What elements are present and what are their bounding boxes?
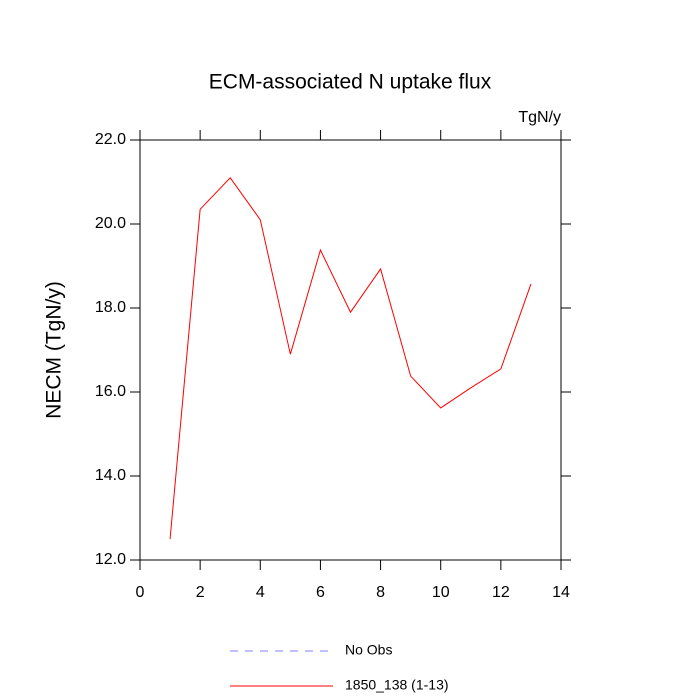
x-tick-label: 6 (316, 584, 325, 601)
x-tick-label: 4 (256, 584, 265, 601)
x-tick-label: 8 (376, 584, 385, 601)
y-tick-label: 22.0 (95, 131, 126, 148)
y-tick-label: 18.0 (95, 299, 126, 316)
y-axis-label: NECM (TgN/y) (43, 281, 66, 419)
y-tick-label: 12.0 (95, 551, 126, 568)
plot-frame (139, 139, 562, 561)
x-tick-label: 10 (432, 584, 450, 601)
x-tick-label: 14 (552, 584, 570, 601)
legend-label: No Obs (345, 642, 392, 658)
data-line (169, 177, 532, 540)
x-tick-label: 0 (136, 584, 145, 601)
y-tick-label: 16.0 (95, 383, 126, 400)
x-tick-label: 2 (196, 584, 205, 601)
y-tick-label: 20.0 (95, 215, 126, 232)
legend-label: 1850_138 (1-13) (345, 677, 449, 693)
x-tick-label: 12 (492, 584, 510, 601)
y-tick-label: 14.0 (95, 467, 126, 484)
chart-subtitle: TgN/y (518, 109, 561, 126)
chart-title: ECM-associated N uptake flux (209, 71, 492, 94)
